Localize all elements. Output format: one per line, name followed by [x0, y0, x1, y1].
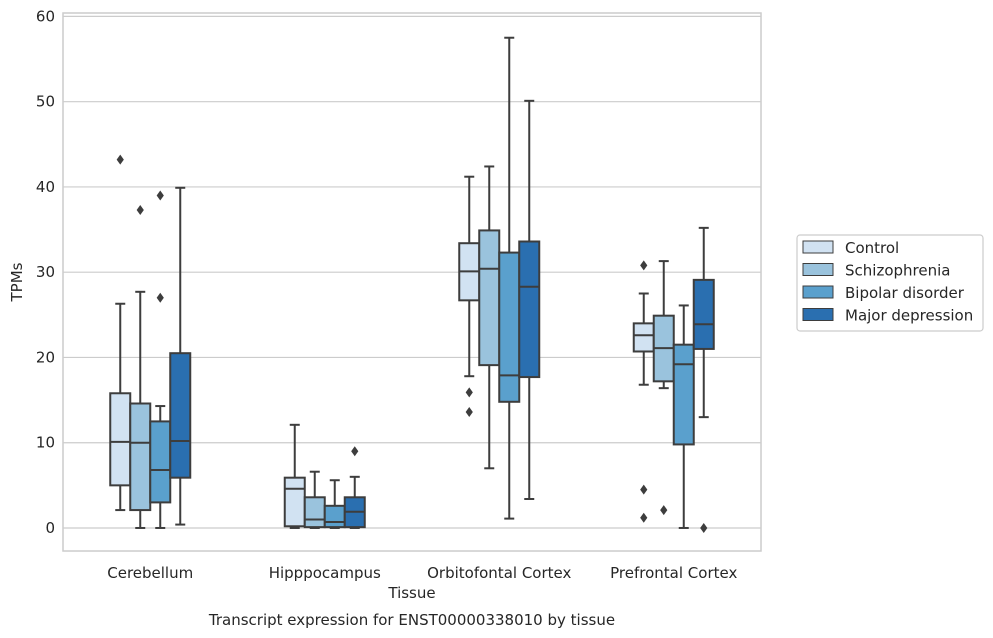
- box-body: [283, 476, 306, 528]
- outlier-marker: [116, 154, 124, 165]
- box-hipppocampus-schizophrenia: [303, 470, 326, 529]
- outlier-marker: [351, 446, 359, 457]
- outlier-marker: [156, 292, 164, 303]
- box-body: [169, 352, 192, 479]
- x-axis-ticks: Cerebellum Hipppocampus Orbitofontal Corte…: [107, 564, 737, 582]
- x-tick-label: Hipppocampus: [269, 564, 381, 582]
- outlier-marker: [136, 204, 144, 215]
- chart-caption: Transcript expression for ENST0000033801…: [208, 611, 615, 629]
- box-cerebellum-bipolar-disorder: [149, 190, 172, 529]
- y-tick-label: 30: [36, 263, 55, 281]
- box-orbitofontal-cortex-major-depression: [518, 99, 541, 500]
- box-body: [478, 229, 501, 367]
- box-body: [129, 402, 152, 512]
- box-body: [672, 343, 695, 446]
- boxes: [109, 36, 715, 533]
- outlier-marker: [640, 260, 648, 271]
- box-cerebellum-schizophrenia: [129, 204, 152, 529]
- legend-item-bipolar-disorder: Bipolar disorder: [802, 284, 965, 302]
- y-tick-label: 50: [36, 93, 55, 111]
- box-body: [303, 496, 326, 529]
- box-hipppocampus-major-depression: [343, 446, 366, 529]
- outlier-marker: [465, 387, 473, 398]
- box-body: [323, 504, 346, 529]
- legend-label: Schizophrenia: [845, 262, 950, 280]
- legend-swatch: [802, 285, 834, 299]
- legend-item-schizophrenia: Schizophrenia: [802, 262, 950, 280]
- box-body: [109, 392, 132, 487]
- y-tick-label: 60: [36, 7, 55, 25]
- box-prefrontal-cortex-bipolar-disorder: [672, 304, 695, 529]
- box-body: [518, 240, 541, 379]
- box-body: [692, 278, 715, 350]
- legend-label: Bipolar disorder: [845, 284, 965, 302]
- legend-swatch: [802, 308, 834, 321]
- box-body: [149, 420, 172, 504]
- plot-frame: [62, 12, 762, 552]
- x-axis-label: Tissue: [387, 584, 435, 602]
- box-orbitofontal-cortex-schizophrenia: [478, 165, 501, 470]
- legend-label: Control: [845, 239, 899, 257]
- outlier-marker: [660, 505, 668, 516]
- outlier-marker: [700, 522, 708, 533]
- box-hipppocampus-control: [283, 423, 306, 529]
- outlier-marker: [465, 407, 473, 418]
- legend-swatch: [802, 240, 834, 254]
- outlier-marker: [640, 512, 648, 523]
- legend-frame: [796, 234, 984, 332]
- x-tick-label: Orbitofontal Cortex: [427, 564, 571, 582]
- box-prefrontal-cortex-control: [632, 260, 655, 523]
- box-orbitofontal-cortex-control: [458, 175, 481, 418]
- x-tick-label: Prefrontal Cortex: [610, 564, 737, 582]
- box-prefrontal-cortex-schizophrenia: [652, 260, 675, 516]
- legend-swatch: [802, 263, 834, 276]
- y-tick-label: 0: [45, 519, 55, 537]
- legend-label: Major depression: [845, 307, 973, 325]
- y-tick-label: 10: [36, 434, 55, 452]
- legend: Control Schizophrenia Bipolar disorder Majo…: [796, 234, 984, 332]
- box-prefrontal-cortex-major-depression: [692, 226, 715, 533]
- box-cerebellum-control: [109, 154, 132, 512]
- x-tick-label: Cerebellum: [107, 564, 193, 582]
- box-body: [498, 251, 521, 403]
- box-orbitofontal-cortex-bipolar-disorder: [498, 36, 521, 520]
- y-tick-label: 20: [36, 348, 55, 366]
- legend-item-major-depression: Major depression: [802, 307, 973, 325]
- legend-item-control: Control: [802, 239, 899, 257]
- outlier-marker: [640, 484, 648, 495]
- y-tick-label: 40: [36, 178, 55, 196]
- box-cerebellum-major-depression: [169, 186, 192, 526]
- box-body: [632, 322, 655, 353]
- y-axis-ticks: 0 10 20 30 40 50 60: [36, 7, 55, 537]
- box-hipppocampus-bipolar-disorder: [323, 479, 346, 529]
- outlier-marker: [156, 190, 164, 201]
- y-axis-label: TPMs: [8, 262, 26, 302]
